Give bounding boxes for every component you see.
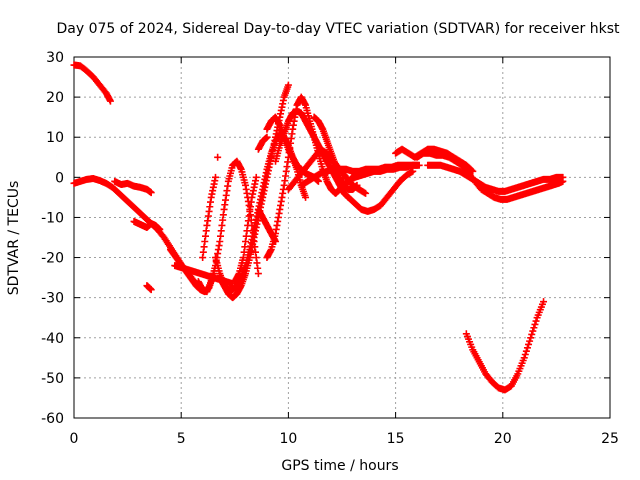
data-point — [156, 225, 164, 233]
data-point — [526, 337, 534, 345]
x-tick-label: 20 — [494, 431, 512, 447]
data-point — [523, 344, 531, 352]
series-arc-2 — [70, 175, 207, 294]
x-tick-label: 5 — [177, 431, 186, 447]
x-tick-label: 25 — [601, 431, 619, 447]
data-point — [147, 286, 155, 294]
data-point — [302, 193, 310, 201]
data-point — [525, 340, 533, 348]
data-point — [522, 347, 530, 355]
data-point — [353, 181, 361, 189]
data-point — [531, 320, 539, 328]
data-point — [521, 350, 529, 358]
series-arc-5 — [143, 282, 155, 294]
data-point — [528, 330, 536, 338]
series-arc-22 — [338, 161, 423, 193]
data-point — [314, 177, 322, 185]
series-arc-26 — [424, 161, 567, 195]
plot-frame — [73, 56, 611, 419]
data-point — [263, 133, 271, 141]
data-point — [559, 173, 567, 181]
series-arc-1 — [70, 61, 114, 105]
data-point — [214, 153, 222, 161]
y-tick-label: -10 — [41, 210, 64, 226]
series-arc-4 — [130, 217, 164, 233]
x-tick-label: 15 — [387, 431, 405, 447]
data-point — [409, 167, 417, 175]
data-point — [530, 324, 538, 332]
data-point — [532, 317, 540, 325]
series-arc-3 — [111, 177, 155, 197]
data-point — [527, 334, 535, 342]
grid — [74, 57, 610, 418]
x-axis-label: GPS time / hours — [281, 458, 398, 474]
series-arc-27 — [462, 298, 548, 394]
y-tick-label: 0 — [55, 170, 64, 186]
data-point — [212, 173, 220, 181]
series-arc-25 — [413, 149, 567, 203]
chart-title: Day 075 of 2024, Sidereal Day-to-day VTE… — [57, 21, 620, 37]
y-tick-label: -30 — [41, 291, 64, 307]
data-points — [70, 61, 567, 394]
y-tick-label: 20 — [46, 90, 64, 106]
series-arc-13 — [214, 153, 222, 161]
axis-ticks: 0 5 10 15 20 25 -60 -50 -40 -30 -20 -10 0 10 20 30 — [41, 50, 619, 447]
y-tick-label: -60 — [41, 411, 64, 427]
y-tick-label: -20 — [41, 251, 64, 267]
data-point — [529, 327, 537, 335]
data-point — [252, 173, 260, 181]
y-tick-label: -50 — [41, 371, 64, 387]
data-point — [284, 81, 292, 89]
x-tick-label: 0 — [70, 431, 79, 447]
y-tick-label: 30 — [46, 50, 64, 66]
data-point — [415, 161, 423, 169]
series-arc-9 — [199, 173, 220, 262]
data-point — [147, 189, 155, 197]
x-tick-label: 10 — [279, 431, 297, 447]
y-tick-label: 10 — [46, 130, 64, 146]
y-tick-label: -40 — [41, 331, 64, 347]
y-axis-label: SDTVAR / TECUs — [6, 181, 22, 296]
data-point — [540, 298, 548, 306]
series-arc-23 — [344, 167, 417, 215]
data-point — [362, 189, 370, 197]
series-arc-20 — [310, 113, 361, 193]
data-point — [254, 270, 262, 278]
data-point — [106, 97, 114, 105]
data-point — [520, 354, 528, 362]
series-arc-15 — [254, 133, 271, 153]
series-arc-12 — [231, 173, 260, 286]
